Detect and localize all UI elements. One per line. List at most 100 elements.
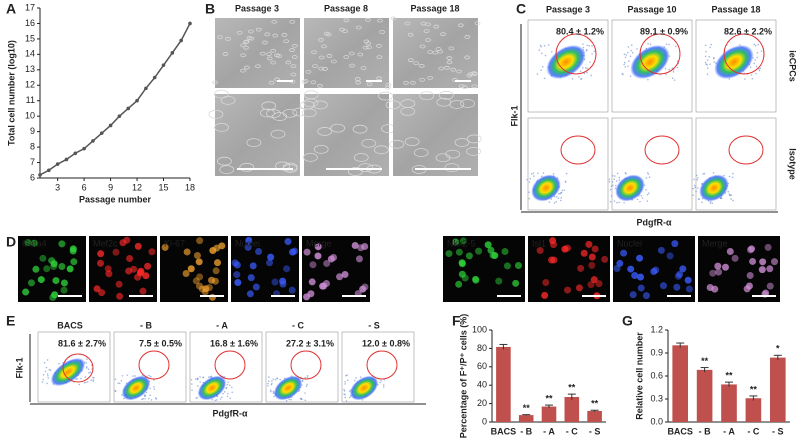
flow-cloud [50, 357, 86, 387]
flow-dot [697, 187, 699, 189]
flow-dot [706, 59, 709, 61]
flow-dot [757, 43, 760, 46]
cell [435, 47, 442, 51]
data-point [47, 168, 51, 173]
y-tick-label: 20 [477, 398, 487, 408]
y-tick-label: 0.6 [650, 370, 663, 380]
data-point [170, 51, 175, 55]
flow-dot [618, 179, 621, 181]
flow-dot [276, 377, 278, 379]
cell [461, 85, 468, 90]
gate [639, 33, 681, 75]
flow-dot [526, 178, 528, 181]
y-tick-label: 13 [25, 64, 35, 74]
cell [291, 43, 298, 48]
flow-dot [155, 398, 158, 400]
flow-dot [226, 395, 229, 398]
nucleus [749, 257, 757, 265]
y-tick-label: 8 [30, 141, 35, 151]
cell [444, 163, 460, 173]
panel-letter: F [452, 313, 461, 329]
flow-dot [618, 176, 621, 179]
cell [317, 83, 323, 88]
channel-label: Merge [306, 238, 332, 248]
cell [366, 82, 373, 87]
flow-dot [668, 68, 670, 71]
panel-letter: C [516, 1, 526, 17]
cell [266, 52, 272, 57]
nucleus [452, 238, 460, 246]
flow-dot [78, 383, 81, 386]
gate-percentage: 81.6 ± 2.7% [58, 338, 106, 348]
cell [239, 162, 255, 172]
flow-dot [150, 399, 153, 401]
nucleus [314, 243, 322, 251]
cell [339, 27, 345, 32]
cell [312, 100, 328, 110]
flow-dot [755, 65, 758, 68]
cell [373, 145, 389, 155]
flow-dot [616, 201, 618, 204]
nucleus [284, 238, 292, 246]
flow-dot [648, 176, 651, 178]
flow-dot [76, 377, 79, 380]
flow-dot [627, 65, 629, 68]
x-tick-label: - S [589, 426, 601, 436]
flow-dot [80, 377, 82, 380]
nucleus [283, 265, 291, 273]
data-point [38, 173, 42, 177]
flow-dot [586, 44, 588, 47]
flow-dot [548, 201, 551, 203]
flow-dot [720, 197, 723, 200]
flow-dot [590, 74, 593, 77]
nucleus [637, 273, 645, 281]
flow-cloud [699, 174, 729, 202]
significance: ** [725, 371, 733, 381]
micrograph [215, 18, 300, 88]
flow-dot [344, 383, 346, 385]
passage-label: Passage 3 [235, 3, 279, 13]
flow-dot [90, 379, 93, 381]
flow-dot [85, 362, 88, 364]
nucleus [211, 277, 219, 285]
flow-dot [528, 197, 531, 200]
nucleus [22, 288, 30, 296]
nucleus [252, 283, 260, 291]
x-tick-label: 12 [132, 182, 142, 192]
flow-dot [191, 389, 193, 391]
flow-dot [225, 386, 228, 389]
axis-label: PdgfR-α [636, 217, 671, 227]
flow-dot [753, 43, 756, 46]
flow-dot [560, 191, 562, 194]
flow-dot [728, 175, 731, 178]
flow-dot [153, 388, 156, 390]
gate [366, 350, 398, 380]
nucleus [314, 252, 322, 260]
flow-dot [149, 387, 151, 390]
flow-dot [383, 379, 386, 381]
y-tick-label: 100 [472, 324, 487, 334]
flow-dot [579, 70, 582, 73]
nucleus [303, 293, 311, 301]
nucleus [601, 255, 609, 263]
x-tick-label: - A [723, 426, 735, 436]
nucleus [60, 279, 68, 287]
data-point [99, 131, 104, 135]
flow-dot [751, 77, 754, 80]
cell [448, 46, 455, 51]
flow-dot [528, 181, 531, 183]
cell [436, 97, 452, 107]
nucleus [234, 279, 242, 287]
data-point [152, 75, 157, 80]
flow-dot [630, 44, 633, 47]
cell [303, 90, 319, 100]
cell [270, 60, 277, 65]
y-tick-label: 11 [26, 95, 35, 105]
data-point [82, 146, 86, 151]
flow-dot [541, 52, 543, 55]
flow-dot [711, 202, 714, 204]
flow-dot [346, 379, 349, 381]
flow-dot [701, 201, 703, 204]
cell [243, 40, 249, 44]
flow-dot [611, 174, 614, 177]
